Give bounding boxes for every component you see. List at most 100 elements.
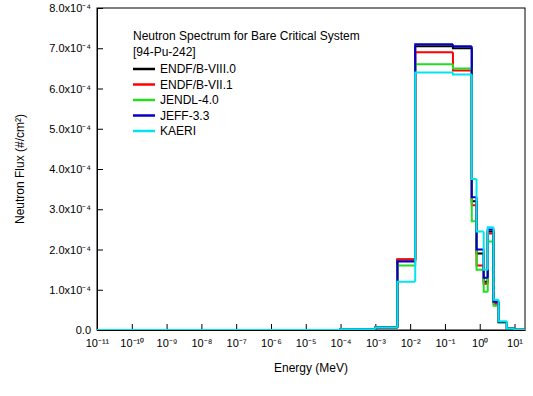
- step-segment: [415, 44, 453, 261]
- step-segment: [341, 328, 376, 330]
- step-segment: [397, 282, 415, 328]
- y-tick: 8.0x10⁻⁴: [49, 2, 103, 14]
- x-tick-mark: [445, 324, 446, 330]
- step-segment: [477, 221, 484, 269]
- step-segment: [341, 328, 376, 330]
- x-tick: 10⁻⁹: [157, 324, 178, 349]
- step-segment: [477, 197, 484, 249]
- y-axis-title: Neutron Flux (#/cm²): [13, 114, 27, 224]
- x-tick: 10⁻²: [401, 324, 421, 349]
- x-tick-mark: [410, 324, 411, 330]
- step-segment: [453, 64, 472, 68]
- step-segment: [507, 321, 515, 328]
- step-segment: [375, 328, 397, 330]
- step-segment: [397, 260, 415, 328]
- step-segment: [499, 302, 507, 322]
- x-tick-label: 10⁻⁴: [331, 337, 352, 349]
- y-tick-mark: [97, 330, 103, 331]
- step-segment: [472, 74, 477, 179]
- step-segment: [397, 266, 415, 328]
- x-tick: 10⁻⁴: [331, 324, 352, 349]
- x-tick-label: 10⁻⁵: [296, 337, 317, 349]
- plot-frame: [97, 8, 525, 330]
- step-segment: [453, 72, 472, 74]
- x-axis-line: [98, 330, 526, 331]
- step-segment: [375, 328, 397, 330]
- y-tick-mark: [97, 8, 103, 9]
- step-segment: [397, 260, 415, 328]
- step-segment: [375, 328, 397, 330]
- x-tick-label: 10⁻¹¹: [86, 337, 110, 349]
- subtitle: [94-Pu-242]: [133, 45, 196, 59]
- series: [97, 52, 525, 330]
- step-segment: [341, 328, 376, 330]
- x-tick: 10⁻⁷: [227, 324, 247, 349]
- step-segment: [507, 322, 515, 328]
- step-segment: [499, 300, 507, 321]
- series: [97, 46, 525, 330]
- y-tick: 4.0x10⁻⁴: [49, 163, 103, 175]
- series: [97, 64, 525, 330]
- step-segment: [97, 329, 341, 330]
- chart: 10⁻¹¹ 10⁻¹⁰ 10⁻⁹ 10⁻⁸ 10⁻⁷ 10⁻⁶ 10⁻⁵ 10⁻⁴ 10⁻³ 10…: [0, 0, 533, 396]
- step-segment: [515, 328, 525, 330]
- step-segment: [97, 329, 341, 330]
- y-tick: 0.0: [76, 324, 103, 336]
- legend: ENDF/B-VIII.0ENDF/B-VII.1JENDL-4.0JEFF-3…: [133, 62, 236, 138]
- legend-swatch: [133, 68, 155, 71]
- step-segment: [515, 328, 525, 330]
- step-segment: [375, 328, 397, 330]
- y-tick-label: 3.0x10⁻⁴: [49, 203, 91, 215]
- series: [97, 72, 525, 330]
- y-tick-label: 8.0x10⁻⁴: [49, 2, 91, 14]
- title: Neutron Spectrum for Bare Critical Syste…: [133, 29, 360, 43]
- legend-label: KAERI: [160, 124, 196, 138]
- x-tick: 10⁰: [472, 324, 488, 349]
- legend-swatch: [133, 130, 155, 133]
- y-axis: 0.0 1.0x10⁻⁴ 2.0x10⁻⁴ 3.0x10⁻⁴ 4.0x10⁻⁴ 5.0x1…: [49, 2, 103, 336]
- step-segment: [97, 329, 341, 330]
- y-tick: 3.0x10⁻⁴: [49, 203, 103, 215]
- y-tick-mark: [97, 169, 103, 170]
- y-tick: 1.0x10⁻⁴: [49, 284, 103, 296]
- y-tick-label: 7.0x10⁻⁴: [49, 42, 91, 54]
- y-tick-label: 6.0x10⁻⁴: [49, 83, 91, 95]
- x-axis-title: Energy (MeV): [274, 361, 348, 375]
- y-tick-label: 2.0x10⁻⁴: [49, 244, 91, 256]
- step-segment: [515, 328, 525, 330]
- plot-area: [97, 44, 525, 330]
- step-segment: [97, 329, 341, 330]
- x-tick-label: 10⁻³: [366, 337, 386, 349]
- x-tick-label: 10⁻²: [401, 337, 421, 349]
- x-tick: 10⁻¹: [435, 324, 455, 349]
- legend-swatch: [133, 99, 155, 102]
- step-segment: [341, 328, 376, 330]
- x-tick-label: 10⁻⁷: [227, 337, 247, 349]
- series: [97, 44, 525, 330]
- step-segment: [415, 52, 453, 259]
- x-tick: 10⁻⁶: [261, 324, 282, 349]
- x-tick-mark: [480, 324, 481, 330]
- x-tick-label: 10¹: [507, 337, 523, 349]
- y-tick: 5.0x10⁻⁴: [49, 123, 103, 135]
- x-tick-label: 10⁰: [472, 337, 488, 349]
- y-tick-mark: [97, 250, 103, 251]
- step-segment: [453, 44, 472, 46]
- step-segment: [499, 304, 507, 322]
- legend-swatch: [133, 114, 155, 117]
- step-segment: [477, 205, 484, 265]
- y-tick-mark: [97, 290, 103, 291]
- x-axis: 10⁻¹¹ 10⁻¹⁰ 10⁻⁹ 10⁻⁸ 10⁻⁷ 10⁻⁶ 10⁻⁵ 10⁻⁴ 10⁻³ 10…: [86, 324, 526, 349]
- step-segment: [415, 46, 453, 259]
- step-segment: [453, 52, 472, 70]
- y-tick-mark: [97, 129, 103, 130]
- step-segment: [507, 322, 515, 328]
- x-tick: 10⁻¹⁰: [120, 324, 144, 349]
- step-segment: [477, 201, 484, 253]
- y-tick-mark: [97, 48, 103, 49]
- x-tick-label: 10⁻⁸: [191, 337, 212, 349]
- legend-label: JEFF-3.3: [160, 109, 210, 123]
- y-tick: 7.0x10⁻⁴: [49, 42, 103, 54]
- y-tick: 6.0x10⁻⁴: [49, 83, 103, 95]
- x-tick: 10⁻⁸: [191, 324, 212, 349]
